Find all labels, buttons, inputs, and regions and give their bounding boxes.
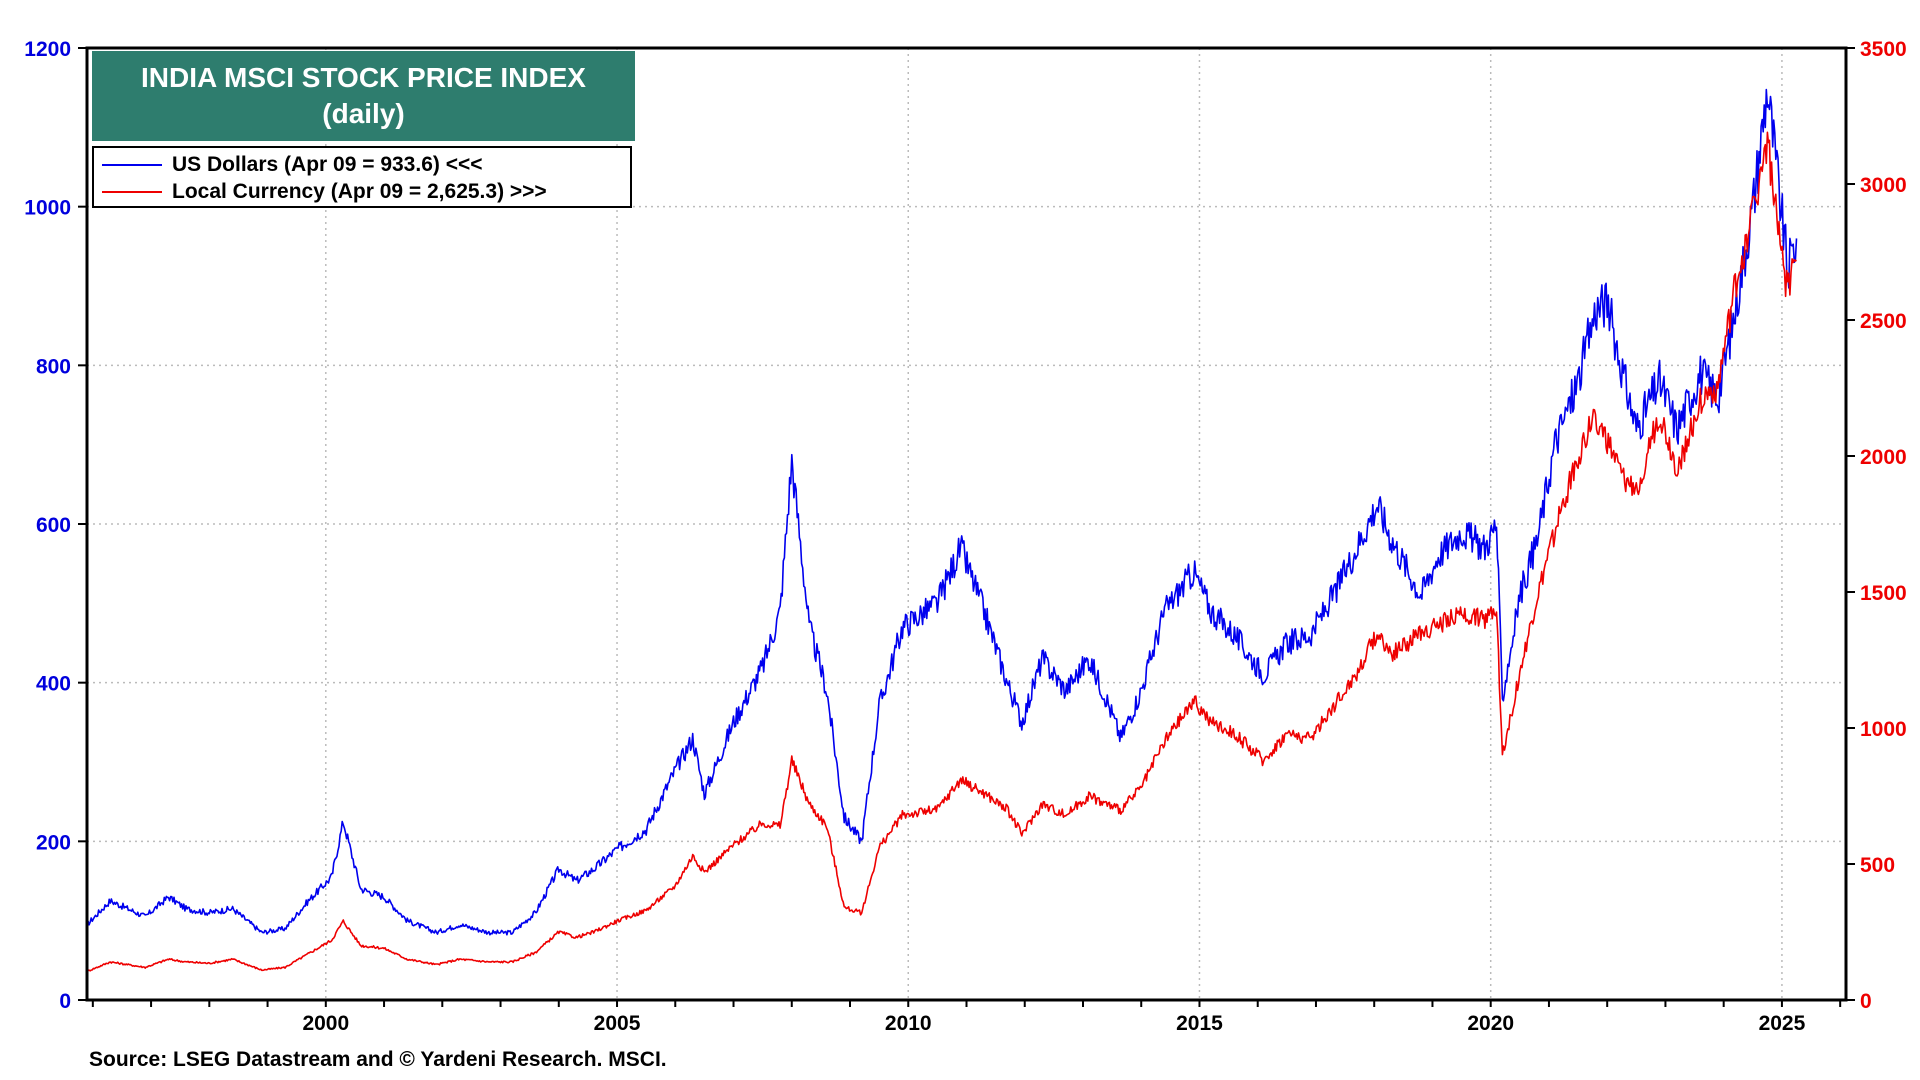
- right-tick-label: 2500: [1860, 310, 1907, 333]
- x-tick-label: 2025: [1759, 1012, 1806, 1035]
- legend-swatch-local: [102, 191, 162, 193]
- x-tick-label: 2020: [1467, 1012, 1514, 1035]
- chart-title: INDIA MSCI STOCK PRICE INDEX: [141, 62, 586, 93]
- local-series-line: [86, 131, 1797, 973]
- right-tick-label: 2000: [1860, 446, 1907, 469]
- source-note: Source: LSEG Datastream and © Yardeni Re…: [89, 1048, 667, 1071]
- right-tick-label: 3500: [1860, 38, 1907, 61]
- series-lines: [86, 88, 1798, 973]
- left-tick-label: 400: [36, 673, 71, 696]
- legend-swatch-usd: [102, 164, 162, 166]
- chart-subtitle: (daily): [322, 98, 405, 129]
- gridlines: [87, 48, 1846, 1000]
- legend-item-local: Local Currency (Apr 09 = 2,625.3) >>>: [102, 179, 547, 205]
- x-tick-label: 2015: [1176, 1012, 1223, 1035]
- left-tick-label: 200: [36, 831, 71, 854]
- right-axis-ticks: 0 500 1000 1500 2000 2500 3000 3500: [1846, 38, 1907, 1013]
- left-tick-label: 600: [36, 514, 71, 537]
- x-axis-ticks: 2000 2005 2010 2015 2020 2025: [91, 1000, 1842, 1035]
- legend-item-usd: US Dollars (Apr 09 = 933.6) <<<: [102, 152, 483, 178]
- left-tick-label: 1000: [24, 197, 71, 220]
- right-tick-label: 1000: [1860, 718, 1907, 741]
- right-tick-label: 500: [1860, 854, 1895, 877]
- left-tick-label: 1200: [24, 38, 71, 61]
- legend-label-usd: US Dollars (Apr 09 = 933.6) <<<: [172, 153, 483, 176]
- left-tick-label: 800: [36, 355, 71, 378]
- legend: US Dollars (Apr 09 = 933.6) <<< Local Cu…: [92, 146, 632, 208]
- x-tick-label: 2010: [885, 1012, 932, 1035]
- x-tick-label: 2000: [302, 1012, 349, 1035]
- left-axis-ticks: 0 200 400 600 800 1000 1200: [24, 38, 87, 1013]
- x-tick-label: 2005: [594, 1012, 641, 1035]
- right-tick-label: 3000: [1860, 174, 1907, 197]
- left-tick-label: 0: [59, 990, 71, 1013]
- right-tick-label: 0: [1860, 990, 1872, 1013]
- usd-series-line: [86, 88, 1798, 936]
- chart-title-box: INDIA MSCI STOCK PRICE INDEX (daily): [92, 51, 635, 141]
- right-tick-label: 1500: [1860, 582, 1907, 605]
- legend-label-local: Local Currency (Apr 09 = 2,625.3) >>>: [172, 180, 547, 203]
